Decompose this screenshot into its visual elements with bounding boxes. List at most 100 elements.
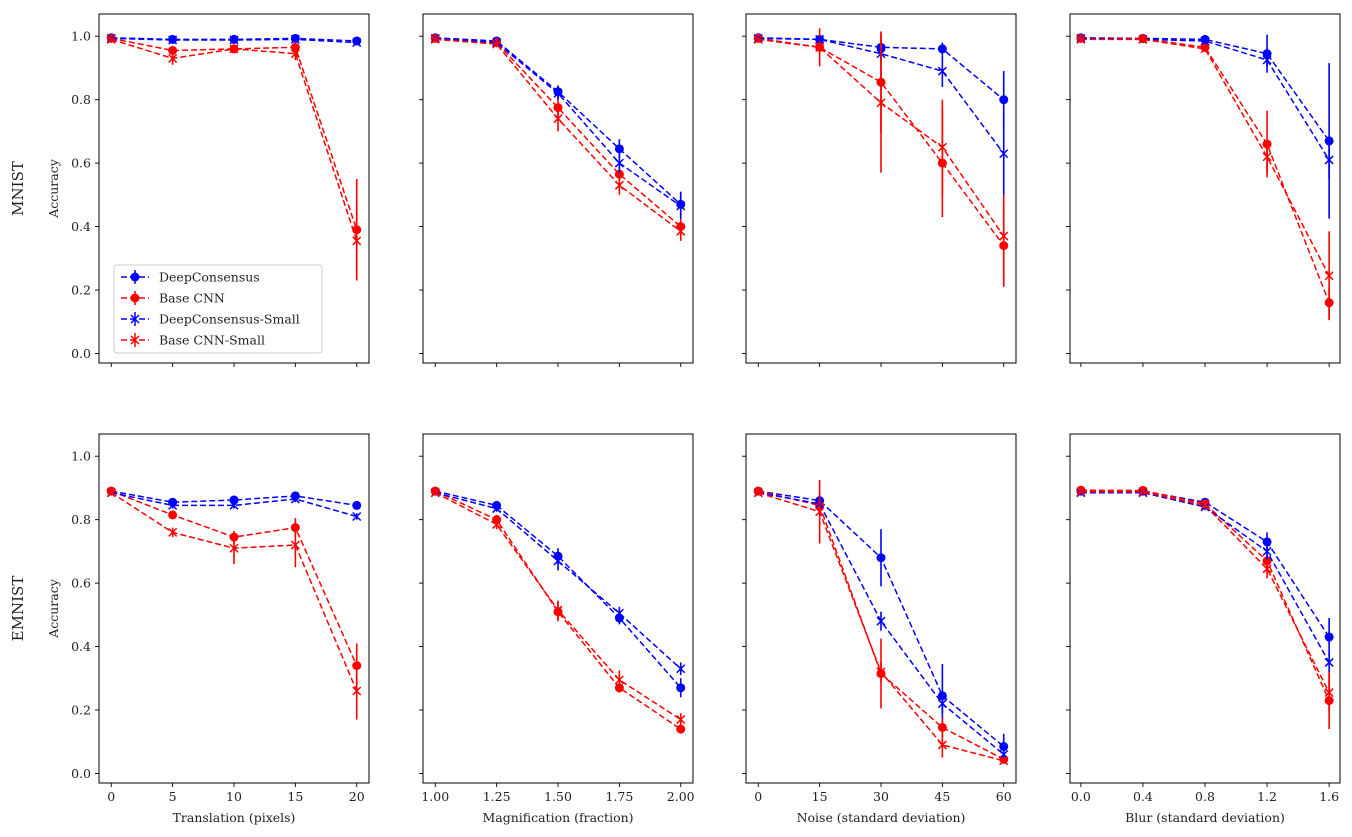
data-point	[937, 722, 947, 732]
data-point	[492, 504, 502, 514]
data-point	[352, 500, 362, 510]
data-point	[492, 39, 502, 49]
legend-item: DeepConsensus-Small	[121, 312, 300, 327]
x-tick-label: 5	[169, 789, 177, 804]
x-tick-label: 1.2	[1257, 789, 1277, 804]
series-deepconsensus	[1076, 33, 1334, 219]
y-tick-label: 0.6	[71, 156, 91, 171]
x-tick-label: 15	[812, 789, 828, 804]
series-deepconsensus	[430, 486, 686, 698]
legend-item: Base CNN	[121, 291, 225, 306]
x-tick-label: 0	[754, 789, 762, 804]
data-point	[168, 527, 178, 537]
y-tick-label: 1.0	[71, 29, 91, 44]
x-tick-label: 0.4	[1133, 789, 1153, 804]
data-point	[876, 667, 886, 677]
data-point	[614, 608, 624, 618]
data-point	[676, 201, 686, 211]
series-base-cnn	[106, 486, 362, 688]
data-point	[1262, 546, 1272, 556]
series-deepconsensus-small	[430, 488, 686, 676]
x-tick-label: 2.00	[667, 789, 695, 804]
series-line	[435, 491, 682, 670]
data-point	[876, 553, 886, 563]
data-point	[553, 556, 563, 566]
series-line	[435, 37, 682, 207]
legend-marker	[130, 335, 140, 345]
data-point	[290, 494, 300, 504]
legend: DeepConsensus Base CNN DeepConsensus-Small…	[113, 264, 323, 354]
data-point	[815, 507, 825, 517]
series-line	[435, 490, 682, 689]
x-tick-label: 1.00	[421, 789, 449, 804]
series-base-cnn-small	[430, 488, 686, 726]
series-line	[1080, 489, 1330, 701]
panel-emnist-noise: 0 15 30 45 60 Noise (standard deviation)	[742, 433, 1017, 825]
x-axis-label: Blur (standard deviation)	[1125, 810, 1285, 825]
data-point	[999, 231, 1009, 241]
data-point	[106, 488, 116, 498]
data-point	[168, 45, 178, 55]
data-point	[553, 605, 563, 615]
series-line	[1080, 37, 1330, 303]
series-line	[435, 37, 682, 205]
data-point	[1200, 36, 1210, 46]
data-point	[553, 114, 563, 124]
series-line	[435, 37, 682, 228]
data-point	[430, 34, 440, 44]
axes-frame	[1069, 13, 1341, 364]
x-tick-label: 15	[287, 789, 303, 804]
data-point	[1076, 34, 1086, 44]
x-tick-label: 1.6	[1319, 789, 1339, 804]
y-tick-label: 0.0	[71, 346, 91, 361]
axes-frame	[422, 13, 694, 364]
data-point	[676, 664, 686, 674]
series-deepconsensus-small	[753, 488, 1009, 759]
panel-mnist-blur	[1066, 13, 1341, 367]
data-point	[352, 511, 362, 522]
data-point	[999, 742, 1009, 752]
series-line	[111, 38, 358, 242]
axes-frame	[745, 433, 1017, 784]
data-point	[1324, 632, 1334, 642]
legend-marker	[130, 293, 140, 303]
y-tick-label: 0.6	[71, 576, 91, 591]
x-tick-label: 10	[226, 789, 242, 804]
panel-emnist-magnification: 1.00 1.25 1.50 1.75 2.00 Magnification (fract…	[419, 433, 695, 825]
legend-label: DeepConsensus	[159, 270, 260, 285]
data-point	[168, 53, 178, 63]
data-point	[1200, 44, 1210, 54]
legend-label: Base CNN-Small	[159, 333, 265, 348]
data-point	[1324, 657, 1334, 667]
data-point	[1262, 55, 1272, 65]
data-point	[937, 44, 947, 54]
x-tick-label: 30	[873, 789, 889, 804]
data-point	[937, 699, 947, 709]
data-point	[937, 142, 947, 152]
series-line	[111, 490, 357, 507]
data-point	[876, 98, 886, 108]
data-point	[290, 34, 300, 44]
axes-frame	[745, 13, 1017, 364]
x-tick-label: 0	[107, 789, 115, 804]
data-point	[614, 675, 624, 685]
series-base-cnn-small	[1076, 34, 1334, 321]
y-tick-label: 0.4	[71, 639, 91, 654]
x-axis-label: Translation (pixels)	[173, 810, 296, 825]
y-axis-label: Accuracy	[46, 578, 61, 639]
x-tick-label: 20	[349, 789, 365, 804]
axes-frame	[422, 433, 694, 784]
data-point	[676, 683, 686, 693]
axes-frame	[98, 13, 370, 364]
series-line	[434, 490, 682, 730]
data-point	[229, 44, 239, 54]
data-point	[1138, 487, 1148, 497]
x-tick-label: 0.0	[1071, 789, 1091, 804]
data-point	[352, 236, 362, 246]
x-tick-label: 60	[996, 789, 1012, 804]
series-line	[1080, 490, 1330, 693]
data-point	[352, 38, 362, 48]
legend-box	[113, 264, 323, 354]
data-point	[753, 34, 763, 44]
data-point	[815, 34, 825, 44]
